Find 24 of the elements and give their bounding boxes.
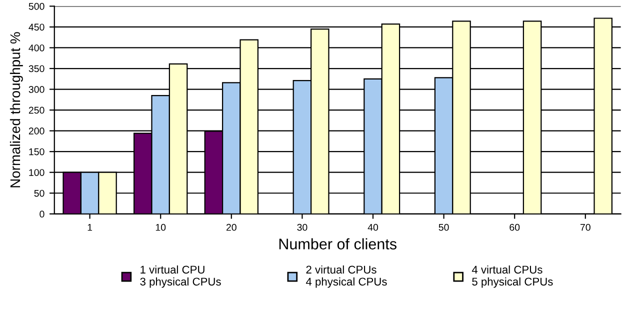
y-tick-label: 350 bbox=[28, 65, 44, 72]
legend-label: 1 virtual CPU 3 physical CPUs bbox=[140, 265, 221, 288]
y-tick-label: 400 bbox=[28, 44, 44, 52]
legend-label: 4 virtual CPUs 5 physical CPUs bbox=[472, 265, 553, 288]
y-tick-label: 500 bbox=[28, 2, 44, 10]
x-tick-label: 40 bbox=[368, 224, 378, 231]
y-tick-label: 100 bbox=[29, 169, 44, 176]
y-tick-label: 200 bbox=[28, 128, 44, 134]
x-tick-label: 50 bbox=[438, 224, 449, 231]
x-tick-label: 20 bbox=[226, 224, 236, 231]
y-tick-label: 300 bbox=[28, 86, 44, 93]
y-tick-label: 450 bbox=[28, 24, 44, 31]
legend-label: 2 virtual CPUs 4 physical CPUs bbox=[306, 265, 387, 288]
y-axis-title: Normalized throughput % bbox=[10, 32, 23, 188]
y-tick-label: 250 bbox=[28, 106, 44, 114]
x-tick-label: 1 bbox=[88, 224, 92, 231]
y-tick-label: 150 bbox=[29, 148, 44, 156]
x-tick-label: 70 bbox=[580, 224, 590, 231]
y-tick-label: 50 bbox=[34, 190, 44, 197]
y-tick-label: 0 bbox=[40, 210, 44, 218]
x-tick-label: 60 bbox=[510, 224, 520, 231]
x-tick-label: 30 bbox=[297, 224, 308, 231]
x-tick-label: 10 bbox=[156, 224, 166, 231]
x-axis-title: Number of clients bbox=[279, 238, 396, 250]
